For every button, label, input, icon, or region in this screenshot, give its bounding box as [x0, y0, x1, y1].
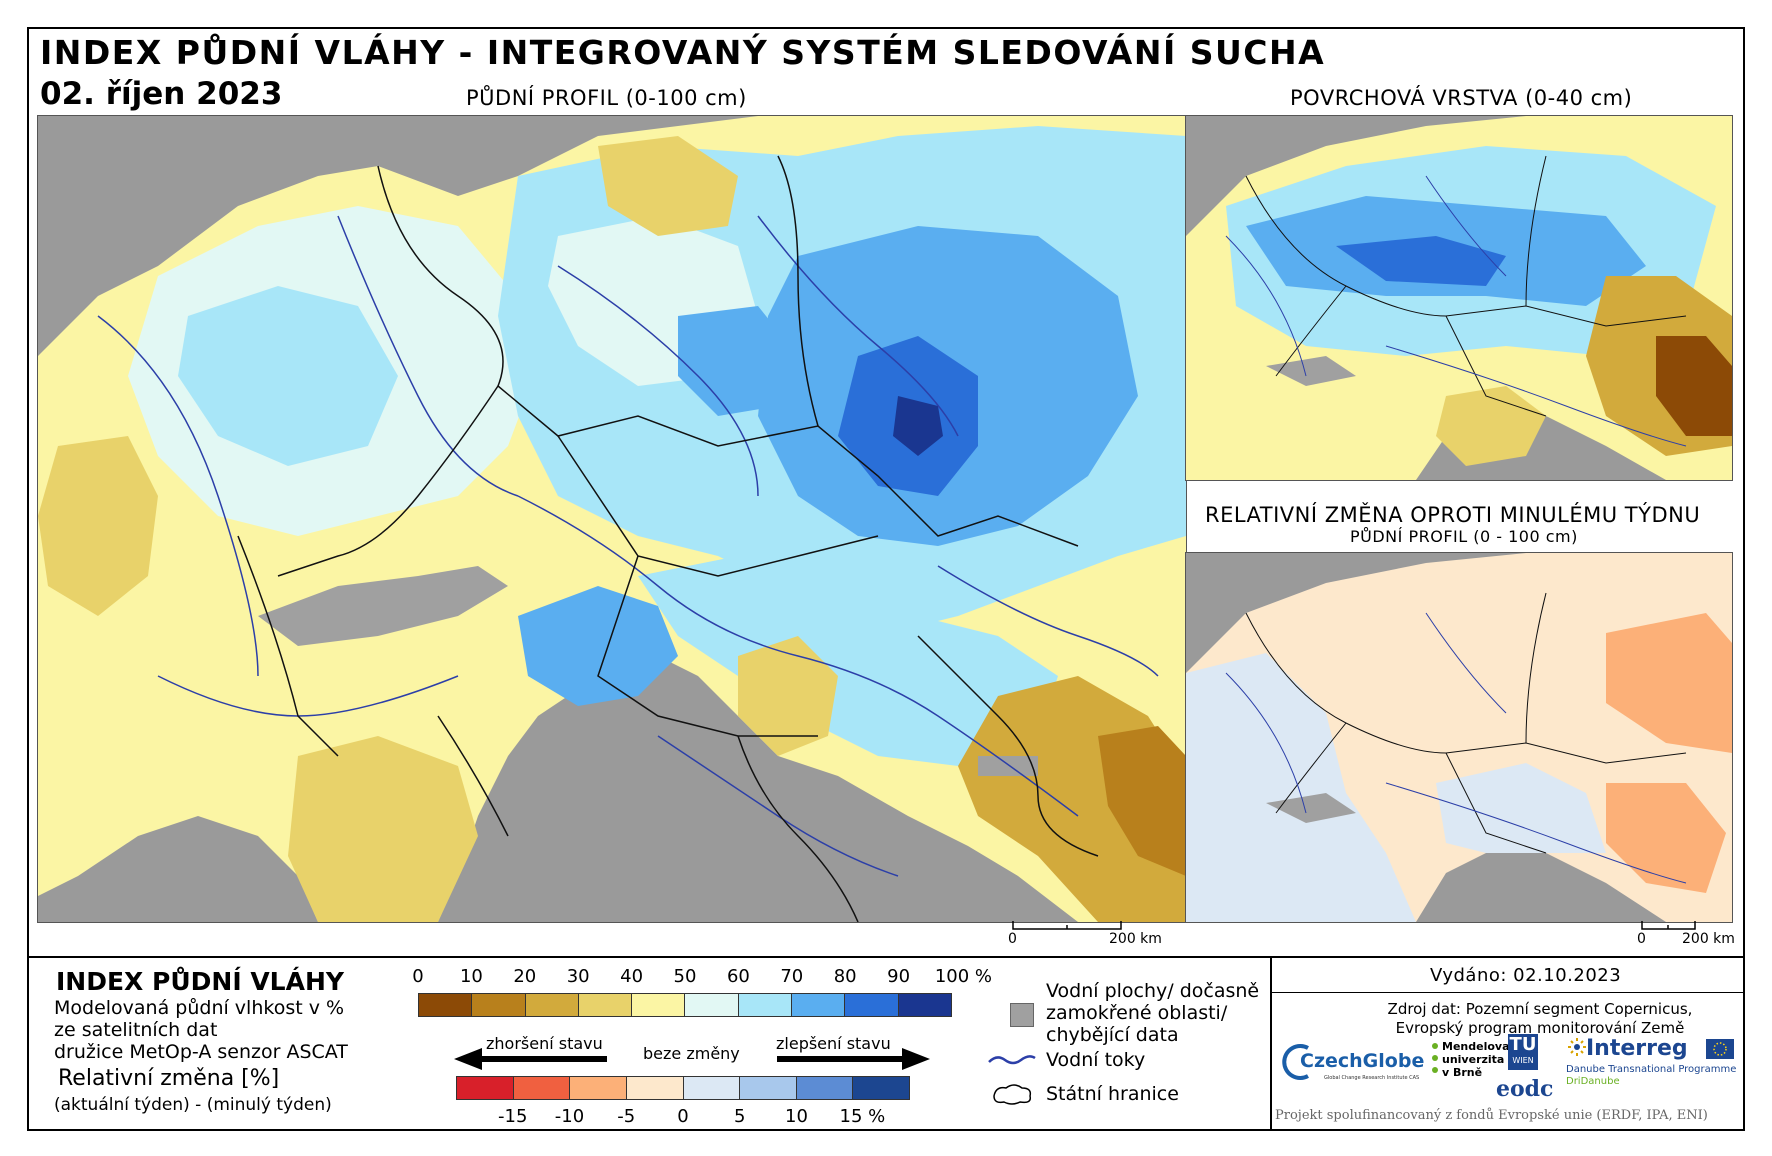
river-symbol	[988, 1055, 1036, 1065]
main-soil-moisture-map	[37, 115, 1187, 923]
index-color-swatch	[898, 994, 951, 1016]
change-tick-label: 5	[734, 1106, 746, 1127]
legend-desc-line: Modelovaná půdní vlhkost v %	[54, 997, 345, 1019]
surface-map-title: POVRCHOVÁ VRSTVA (0-40 cm)	[1290, 86, 1633, 110]
change-tick-label: 0	[677, 1106, 689, 1127]
rivers-label: Vodní toky	[1046, 1049, 1146, 1071]
tu-wien-logo: TU WIEN	[1508, 1034, 1538, 1070]
border-symbol	[993, 1084, 1032, 1105]
surface-layer-map	[1185, 115, 1733, 481]
change-colorbar	[456, 1076, 910, 1100]
funding-footer: Projekt spolufinancovaný z fondů Evropsk…	[1275, 1108, 1708, 1123]
change-color-swatch	[796, 1077, 854, 1099]
change-color-swatch	[626, 1077, 684, 1099]
data-source: Zdroj dat: Pozemní segment Copernicus, E…	[1330, 1000, 1750, 1038]
water-label-line: zamokřené oblasti/	[1046, 1002, 1228, 1024]
change-map-title: RELATIVNÍ ZMĚNA OPROTI MINULÉMU TÝDNU	[1205, 503, 1701, 527]
legend-title: INDEX PŮDNÍ VLÁHY	[56, 967, 344, 996]
main-scale-zero: 0	[1008, 931, 1017, 947]
missing-data-swatch	[1010, 1003, 1034, 1027]
change-color-swatch	[683, 1077, 741, 1099]
change-color-swatch	[457, 1077, 514, 1099]
credits-separator	[1270, 956, 1272, 1131]
tu-wien-sub: WIEN	[1512, 1056, 1534, 1065]
source-line: Evropský program monitorování Země	[1395, 1019, 1685, 1037]
small-scale-end: 200 km	[1682, 931, 1735, 947]
source-line: Zdroj dat: Pozemní segment Copernicus,	[1387, 1000, 1693, 1018]
index-color-swatch	[472, 994, 526, 1016]
index-tick-label: 0	[412, 966, 424, 987]
change-color-swatch	[513, 1077, 571, 1099]
relative-change-map	[1185, 552, 1733, 923]
water-label-line: chybějící data	[1046, 1024, 1179, 1046]
index-tick-label: 30	[566, 966, 590, 987]
change-tick-label: -10	[554, 1106, 585, 1127]
change-tick-label: 15 %	[839, 1106, 886, 1127]
eodc-logo: eodc	[1496, 1076, 1554, 1102]
index-color-swatch	[419, 994, 473, 1016]
index-color-swatch	[792, 994, 846, 1016]
relative-change-title: Relativní změna [%]	[58, 1066, 280, 1091]
interreg-programme: Danube Transnational Programme	[1566, 1064, 1737, 1075]
change-direction-arrows	[454, 1048, 930, 1070]
change-color-swatch	[570, 1077, 627, 1099]
tu-wien-mark: TU	[1509, 1034, 1537, 1055]
index-tick-label: 70	[780, 966, 804, 987]
index-color-swatch	[685, 994, 739, 1016]
change-color-swatch	[853, 1077, 909, 1099]
legend-desc-line: družice MetOp-A senzor ASCAT	[54, 1041, 348, 1063]
index-color-swatch	[738, 994, 793, 1016]
index-color-swatch	[845, 994, 899, 1016]
index-tick-label: 50	[673, 966, 697, 987]
czechglobe-tagline: Global Change Research Institute CAS	[1324, 1075, 1420, 1081]
mendel-line: v Brně	[1442, 1066, 1483, 1079]
main-map-title: PŮDNÍ PROFIL (0-100 cm)	[466, 86, 747, 110]
change-color-swatch	[740, 1077, 797, 1099]
index-tick-label: 90	[887, 966, 911, 987]
index-tick-label: 40	[620, 966, 644, 987]
change-tick-label: -5	[617, 1106, 636, 1127]
borders-label: Státní hranice	[1046, 1083, 1179, 1105]
relative-change-subtitle: (aktuální týden) - (minulý týden)	[54, 1095, 332, 1115]
legend-separator	[27, 956, 1745, 958]
small-scale-zero: 0	[1637, 931, 1646, 947]
index-colorbar	[418, 993, 952, 1017]
change-tick-label: 10	[785, 1106, 808, 1127]
index-color-swatch	[525, 994, 579, 1016]
issued-date: Vydáno: 02.10.2023	[1430, 965, 1622, 986]
interreg-project: DriDanube	[1566, 1076, 1620, 1087]
change-map-subtitle: PŮDNÍ PROFIL (0 - 100 cm)	[1350, 527, 1578, 546]
index-color-swatch	[632, 994, 686, 1016]
czechglobe-name: CzechGlobe	[1300, 1050, 1425, 1072]
arrow-worse-label: zhoršení stavu	[486, 1034, 603, 1053]
mendel-line: univerzita	[1442, 1053, 1505, 1066]
mendel-line: Mendelova	[1442, 1040, 1510, 1053]
index-tick-label: 20	[513, 966, 537, 987]
date-label: 02. říjen 2023	[40, 76, 283, 112]
arrow-better-label: zlepšení stavu	[776, 1034, 891, 1053]
water-label-line: Vodní plochy/ dočasně	[1046, 980, 1260, 1002]
index-tick-label: 100 %	[934, 966, 993, 987]
page-title: INDEX PŮDNÍ VLÁHY - INTEGROVANÝ SYSTÉM S…	[40, 33, 1326, 72]
main-scale-end: 200 km	[1109, 931, 1162, 947]
legend-description: Modelovaná půdní vlhkost v % ze satelitn…	[54, 997, 348, 1063]
issued-separator	[1270, 992, 1745, 993]
legend-desc-line: ze satelitních dat	[54, 1019, 218, 1041]
arrow-none-label: beze změny	[643, 1044, 740, 1063]
index-tick-label: 80	[833, 966, 857, 987]
change-tick-label: -15	[498, 1106, 528, 1127]
water-bodies-label: Vodní plochy/ dočasně zamokřené oblasti/…	[1046, 980, 1259, 1046]
index-tick-label: 10	[459, 966, 483, 987]
index-tick-label: 60	[726, 966, 750, 987]
index-color-swatch	[578, 994, 633, 1016]
interreg-name: Interreg	[1586, 1036, 1688, 1061]
